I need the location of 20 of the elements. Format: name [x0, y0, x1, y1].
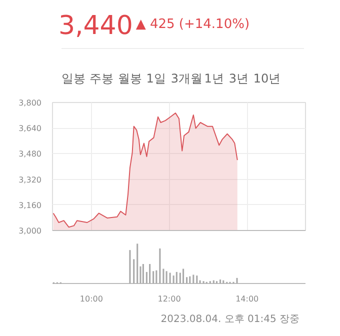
y-tick-label: 3,000 — [18, 226, 42, 236]
x-tick-label: 10:00 — [80, 294, 103, 304]
text: 10년 — [253, 72, 281, 86]
y-tick-label: 3,320 — [18, 175, 42, 184]
y-tick-label: 3,800 — [18, 98, 42, 108]
text: 2023.08.04. 오후 01:45 장중 — [160, 314, 300, 325]
text: 3개월 — [170, 72, 202, 86]
y-tick-label: 3,160 — [18, 200, 42, 210]
y-tick-label: 3,480 — [18, 150, 42, 159]
text: 월봉 — [118, 72, 142, 86]
x-tick-label: 14:00 — [236, 294, 259, 304]
y-tick-label: 3,640 — [18, 124, 42, 134]
x-tick-label: 12:00 — [158, 294, 181, 304]
text: 1일 — [146, 72, 166, 86]
text: 주봉 — [90, 72, 114, 86]
text: 3년 — [228, 72, 248, 86]
text: 1년 — [204, 72, 224, 86]
chart-title: 3,440 — [58, 11, 133, 41]
chart-subtitle: ▲ 425 (+14.10%) — [136, 17, 250, 32]
text: 일봉 — [61, 72, 86, 86]
